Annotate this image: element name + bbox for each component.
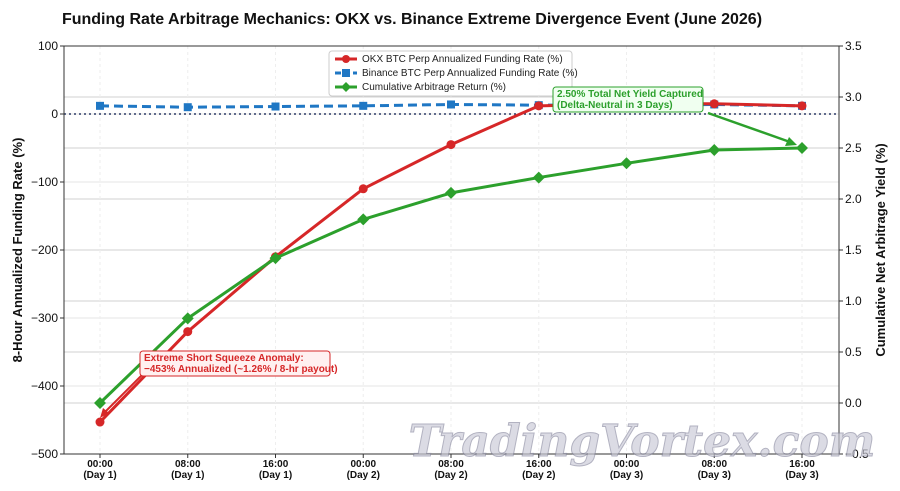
data-point-cumulative bbox=[532, 171, 545, 184]
data-point-cumulative bbox=[796, 142, 808, 154]
y-right-tick-label: 0.5 bbox=[845, 345, 862, 359]
data-point-binance bbox=[359, 101, 368, 110]
x-tick-label-day: (Day 2) bbox=[434, 470, 467, 481]
x-tick-label-time: 00:00 bbox=[350, 459, 376, 470]
data-point-cumulative bbox=[708, 144, 721, 157]
x-tick-label-day: (Day 1) bbox=[171, 470, 204, 481]
annotation-yield-arrow bbox=[707, 111, 791, 144]
y-left-tick-label: −400 bbox=[31, 379, 58, 393]
y-right-tick-label: 2.5 bbox=[845, 141, 862, 155]
legend-marker-okx bbox=[342, 55, 350, 63]
x-tick-label-day: (Day 2) bbox=[522, 470, 555, 481]
x-tick-label-time: 08:00 bbox=[175, 459, 201, 470]
data-point-cumulative bbox=[181, 312, 194, 325]
annotation-yield-line1: 2.50% Total Net Yield Captured bbox=[557, 89, 703, 100]
y-right-tick-label: 2.0 bbox=[845, 192, 862, 206]
annotation-squeeze-box bbox=[139, 350, 331, 377]
watermark: TradingVortex.com bbox=[409, 416, 876, 467]
y-left-tick-label: 100 bbox=[38, 39, 58, 53]
chart-title: Funding Rate Arbitrage Mechanics: OKX vs… bbox=[62, 11, 762, 28]
annotation-yield-arrowhead bbox=[785, 137, 797, 146]
y-right-tick-label: 3.0 bbox=[845, 90, 862, 104]
legend-label-binance: Binance BTC Perp Annualized Funding Rate… bbox=[362, 68, 578, 79]
legend-label-cumulative: Cumulative Arbitrage Return (%) bbox=[362, 82, 506, 93]
y-axis-right-label: Cumulative Net Arbitrage Yield (%) bbox=[873, 143, 888, 356]
y-left-tick-label: −500 bbox=[31, 447, 58, 461]
data-point-okx bbox=[709, 99, 719, 109]
x-tick-label-time: 08:00 bbox=[438, 459, 464, 470]
data-point-cumulative bbox=[269, 252, 282, 265]
annotation-squeeze-line2: −453% Annualized (~1.26% / 8-hr payout) bbox=[144, 364, 338, 375]
legend-marker-binance bbox=[342, 69, 350, 77]
y-left-tick-label: 0 bbox=[51, 107, 58, 121]
y-right-tick-label: 0.0 bbox=[845, 396, 862, 410]
data-point-okx bbox=[446, 140, 456, 150]
x-tick-label-day: (Day 2) bbox=[347, 470, 380, 481]
annotation-yield-line2: (Delta-Neutral in 3 Days) bbox=[557, 100, 673, 111]
y-left-tick-label: −200 bbox=[31, 243, 58, 257]
legend-marker-cumulative bbox=[341, 82, 351, 92]
y-right-tick-label: 1.0 bbox=[845, 294, 862, 308]
legend: OKX BTC Perp Annualized Funding Rate (%)… bbox=[328, 50, 578, 97]
y-right-tick-label: 1.5 bbox=[845, 243, 862, 257]
annotation-squeeze-line1: Extreme Short Squeeze Anomaly: bbox=[144, 353, 304, 364]
data-point-binance bbox=[447, 100, 455, 109]
data-point-cumulative bbox=[620, 157, 633, 170]
legend-label-okx: OKX BTC Perp Annualized Funding Rate (%) bbox=[362, 54, 563, 65]
annotation-squeeze-arrow bbox=[102, 371, 146, 415]
x-tick-label-time: 08:00 bbox=[701, 459, 727, 470]
y-axis-left-label: 8-Hour Annualized Funding Rate (%) bbox=[10, 138, 25, 363]
data-point-okx bbox=[358, 184, 368, 194]
data-point-okx bbox=[183, 327, 193, 337]
x-tick-label-day: (Day 3) bbox=[785, 470, 818, 481]
x-tick-label-day: (Day 1) bbox=[83, 470, 116, 481]
annotation-yield: 2.50% Total Net Yield Captured (Delta-Ne… bbox=[552, 86, 797, 146]
ticks-layer: 100 0 −100 −200 −300 −400 −500 3.5 3.0 2.5 2.0 1.5 1… bbox=[31, 39, 869, 481]
x-tick-label-time: 16:00 bbox=[263, 459, 289, 470]
data-point-cumulative bbox=[357, 213, 370, 226]
x-tick-label-day: (Day 1) bbox=[259, 470, 292, 481]
y-right-tick-label: −0.5 bbox=[845, 447, 869, 461]
data-point-okx bbox=[95, 417, 105, 427]
x-tick-label-time: 16:00 bbox=[526, 459, 552, 470]
x-tick-label-day: (Day 3) bbox=[698, 470, 731, 481]
data-point-binance bbox=[96, 101, 104, 110]
x-tick-label-time: 16:00 bbox=[789, 459, 815, 470]
legend-box bbox=[328, 50, 573, 97]
y-left-tick-label: −300 bbox=[31, 311, 58, 325]
x-tick-label-day: (Day 3) bbox=[610, 470, 643, 481]
data-point-okx bbox=[797, 101, 807, 111]
x-tick-label-time: 00:00 bbox=[87, 459, 113, 470]
data-point-binance bbox=[183, 103, 192, 112]
x-tick-label-time: 00:00 bbox=[614, 459, 640, 470]
data-point-okx bbox=[534, 101, 544, 111]
data-point-cumulative bbox=[445, 186, 457, 199]
data-point-binance bbox=[271, 102, 280, 111]
y-left-tick-label: −100 bbox=[31, 175, 58, 189]
annotation-squeeze: Extreme Short Squeeze Anomaly: −453% Ann… bbox=[100, 350, 338, 418]
y-right-tick-label: 3.5 bbox=[845, 39, 862, 53]
data-point-cumulative bbox=[94, 397, 106, 409]
annotation-yield-box bbox=[552, 86, 704, 113]
annotation-squeeze-arrowhead bbox=[100, 408, 109, 418]
grid-layer bbox=[64, 45, 839, 455]
